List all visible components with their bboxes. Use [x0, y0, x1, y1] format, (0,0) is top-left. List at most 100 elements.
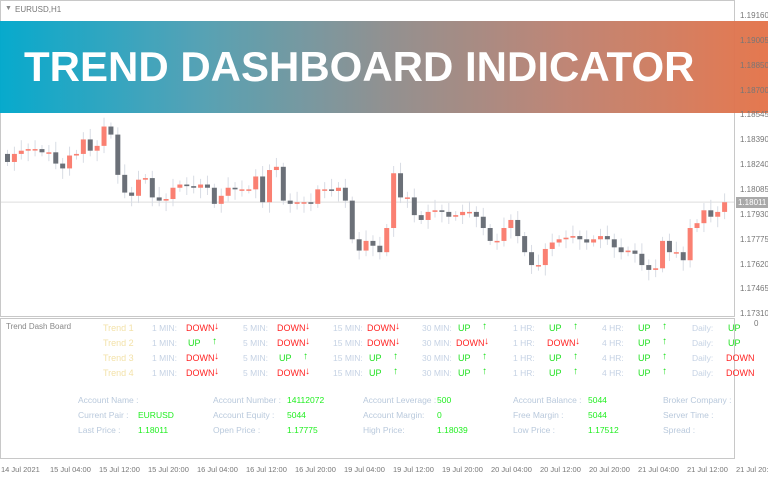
time-tick: 16 Jul 04:00	[197, 465, 238, 474]
bear-candle	[411, 197, 417, 216]
bull-candle	[142, 178, 148, 180]
bear-candle	[53, 152, 59, 164]
bear-candle	[646, 265, 652, 270]
account-field-label: Open Price :	[213, 425, 261, 435]
timeframe-label: 4 HR:	[602, 368, 624, 378]
timeframe-label: 4 HR:	[602, 338, 624, 348]
trend-value: UP	[549, 353, 562, 363]
bull-candle	[453, 215, 459, 217]
trend-value: DOWN	[186, 323, 215, 333]
bear-candle	[604, 236, 610, 240]
time-tick: 20 Jul 20:00	[589, 465, 630, 474]
trend-value: UP	[638, 323, 651, 333]
trend-value: UP	[279, 353, 292, 363]
bull-candle	[556, 239, 562, 243]
account-field-label: Account Leverage :	[363, 395, 437, 405]
bear-candle	[211, 187, 217, 204]
arrow-down-icon: ↓	[305, 366, 310, 377]
account-field-label: Last Price :	[78, 425, 121, 435]
arrow-down-icon: ↓	[305, 321, 310, 332]
trend-value: UP	[458, 368, 471, 378]
timeframe-label: 1 HR:	[513, 353, 535, 363]
timeframe-label: 5 MIN:	[243, 353, 269, 363]
bear-candle	[156, 197, 162, 201]
timeframe-label: 4 HR:	[602, 353, 624, 363]
time-tick: 19 Jul 20:00	[442, 465, 483, 474]
trend-label: Trend 4	[103, 368, 134, 378]
timeframe-label: 1 MIN:	[152, 368, 178, 378]
bull-candle	[335, 187, 341, 191]
trend-value: UP	[638, 353, 651, 363]
bull-candle	[170, 187, 176, 200]
trend-value: DOWN	[456, 338, 485, 348]
bull-candle	[163, 199, 169, 201]
arrow-up-icon: ↑	[482, 321, 487, 332]
bull-candle	[425, 211, 431, 220]
trend-value: DOWN	[277, 368, 306, 378]
bull-candle	[46, 152, 52, 154]
account-field-value: 500	[437, 395, 452, 405]
bull-candle	[501, 228, 507, 241]
timeframe-label: 1 HR:	[513, 338, 535, 348]
time-tick: 21 Jul 04:00	[638, 465, 679, 474]
bear-candle	[370, 240, 376, 246]
bear-candle	[108, 126, 114, 135]
trend-value: DOWN	[186, 353, 215, 363]
bear-candle	[418, 215, 424, 220]
account-field-label: Server Time :	[663, 410, 714, 420]
bear-candle	[487, 228, 493, 241]
bull-candle	[322, 189, 328, 191]
account-field-label: Account Margin:	[363, 410, 425, 420]
timeframe-label: 30 MIN:	[422, 323, 452, 333]
bull-candle	[218, 195, 224, 204]
arrow-up-icon: ↑	[662, 351, 667, 362]
timeframe-label: 1 HR:	[513, 323, 535, 333]
bear-candle	[232, 187, 238, 190]
bear-candle	[87, 139, 93, 151]
bull-candle	[225, 187, 231, 196]
bull-candle	[253, 176, 259, 190]
price-tick: 1.19160	[740, 11, 768, 20]
current-price-label: 1.18011	[736, 197, 768, 208]
symbol-dropdown-icon[interactable]: ▼	[5, 5, 12, 12]
timeframe-label: 15 MIN:	[333, 338, 363, 348]
price-tick: 1.18700	[740, 85, 768, 95]
bull-candle	[73, 153, 79, 156]
bull-candle	[432, 210, 438, 212]
bear-candle	[329, 189, 335, 191]
trend-value: UP	[188, 338, 201, 348]
bull-candle	[101, 126, 107, 146]
trend-value: UP	[549, 323, 562, 333]
bear-candle	[480, 216, 486, 229]
bull-candle	[18, 150, 24, 154]
arrow-up-icon: ↑	[573, 321, 578, 332]
bear-candle	[618, 247, 624, 253]
timeframe-label: 1 HR:	[513, 368, 535, 378]
trend-value: DOWN	[726, 368, 755, 378]
timeframe-label: 30 MIN:	[422, 353, 452, 363]
arrow-up-icon: ↑	[393, 366, 398, 377]
price-tick: 1.18850	[740, 60, 768, 70]
bull-candle	[494, 240, 500, 243]
trend-value: UP	[728, 338, 741, 348]
bear-candle	[191, 186, 197, 188]
account-field-label: Account Number :	[213, 395, 282, 405]
bull-candle	[653, 268, 659, 270]
account-field-value: 1.17775	[287, 425, 318, 435]
price-tick: 1.17310	[740, 309, 768, 319]
bull-candle	[11, 153, 17, 162]
bull-candle	[315, 189, 321, 204]
arrow-down-icon: ↓	[305, 336, 310, 347]
account-field-label: Account Name :	[78, 395, 139, 405]
bear-candle	[129, 192, 135, 196]
bear-candle	[611, 239, 617, 248]
timeframe-label: 4 HR:	[602, 323, 624, 333]
bear-candle	[377, 245, 383, 253]
banner: TREND DASHBOARD INDICATOR	[0, 21, 768, 113]
timeframe-label: 15 MIN:	[333, 368, 363, 378]
account-field-value: 5044	[287, 410, 306, 420]
bull-candle	[273, 166, 279, 171]
timeframe-label: 1 MIN:	[152, 323, 178, 333]
bear-candle	[632, 250, 638, 254]
bull-candle	[625, 250, 631, 253]
